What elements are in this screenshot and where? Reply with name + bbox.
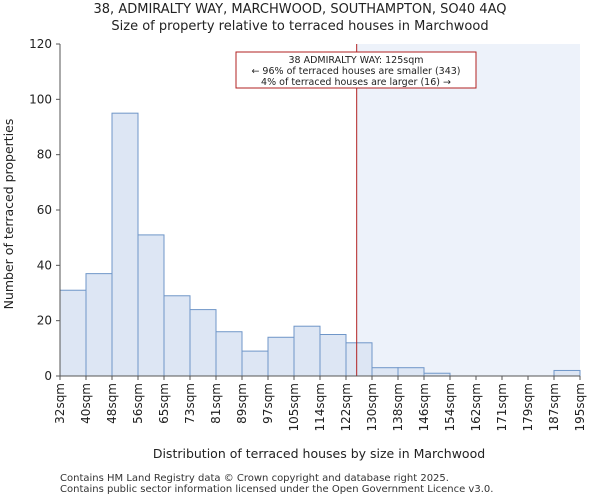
- x-tick-label: 122sqm: [339, 383, 353, 431]
- x-tick-label: 56sqm: [131, 383, 145, 424]
- x-tick-label: 154sqm: [443, 383, 457, 431]
- y-tick-label: 80: [37, 148, 52, 162]
- x-tick-label: 130sqm: [365, 383, 379, 431]
- x-tick-label: 40sqm: [79, 383, 93, 424]
- y-tick-label: 0: [44, 369, 52, 383]
- histogram-bar: [137, 234, 165, 377]
- chart-subtitle: Size of property relative to terraced ho…: [111, 19, 489, 34]
- histogram-bar: [293, 325, 321, 377]
- histogram-chart: 0 20 40 60 80 100 120 32sqm 40sqm 48sqm 56sqm 65sqm…: [1, 37, 587, 461]
- histogram-bar: [553, 369, 581, 377]
- histogram-bar: [59, 289, 87, 377]
- y-tick-label: 40: [37, 258, 52, 272]
- x-tick-label: 162sqm: [469, 383, 483, 431]
- histogram-bar: [345, 342, 373, 377]
- x-tick-label: 138sqm: [391, 383, 405, 431]
- x-tick-label: 179sqm: [521, 383, 535, 431]
- annotation-line-3: 4% of terraced houses are larger (16) →: [261, 77, 451, 88]
- histogram-bar: [241, 350, 269, 377]
- y-axis-label: Number of terraced properties: [1, 119, 16, 310]
- annotation-line-1: 38 ADMIRALTY WAY: 125sqm: [288, 55, 423, 66]
- x-tick-label: 32sqm: [53, 383, 67, 424]
- y-tick-label: 60: [37, 203, 52, 217]
- histogram-bar: [397, 367, 425, 377]
- x-tick-label: 65sqm: [157, 383, 171, 424]
- histogram-bar: [215, 331, 243, 377]
- histogram-bar: [319, 334, 347, 377]
- x-tick-label: 81sqm: [209, 383, 223, 424]
- histogram-bar: [111, 112, 139, 377]
- x-tick-label: 73sqm: [183, 383, 197, 424]
- x-tick-label: 48sqm: [105, 383, 119, 424]
- histogram-bar: [163, 295, 191, 377]
- y-tick-label: 20: [37, 314, 52, 328]
- x-tick-label: 171sqm: [495, 383, 509, 431]
- histogram-bar: [189, 309, 217, 377]
- annotation-box: [235, 51, 477, 89]
- chart-title: 38, ADMIRALTY WAY, MARCHWOOD, SOUTHAMPTO…: [93, 2, 507, 17]
- x-tick-label: 105sqm: [287, 383, 301, 431]
- x-tick-label: 89sqm: [235, 383, 249, 424]
- x-tick-label: 97sqm: [261, 383, 275, 424]
- x-axis-label: Distribution of terraced houses by size …: [153, 446, 485, 461]
- annotation-line-2: ← 96% of terraced houses are smaller (34…: [251, 66, 460, 77]
- x-tick-label: 114sqm: [313, 383, 327, 431]
- x-tick-label: 146sqm: [417, 383, 431, 431]
- x-tick-label: 195sqm: [573, 383, 587, 431]
- histogram-bar: [267, 336, 295, 377]
- footer-licence: Contains public sector information licen…: [60, 484, 494, 495]
- footer-copyright: Contains HM Land Registry data © Crown c…: [60, 473, 449, 484]
- histogram-bar: [371, 367, 399, 377]
- larger-region-shade: [356, 44, 580, 376]
- y-tick-label: 100: [29, 92, 52, 106]
- x-tick-label: 187sqm: [547, 383, 561, 431]
- y-tick-label: 120: [29, 37, 52, 51]
- histogram-bar: [85, 273, 113, 377]
